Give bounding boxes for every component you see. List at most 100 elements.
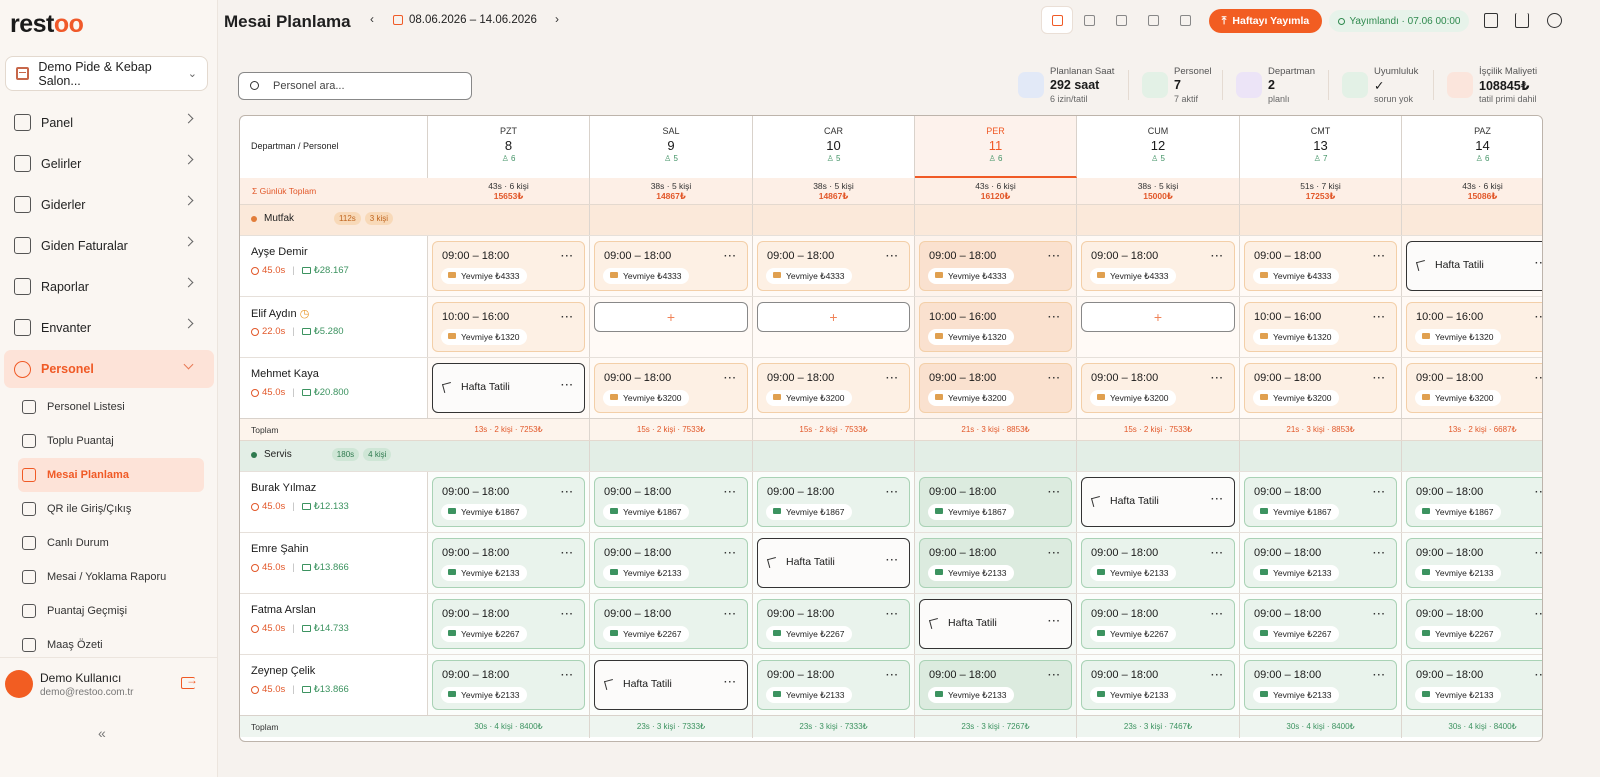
department-row-mutfak[interactable]: Mutfak 112s 3 kişi [240, 204, 1542, 236]
list-view-button[interactable] [1073, 6, 1105, 34]
share-icon[interactable] [1515, 13, 1529, 28]
company-selector[interactable]: Demo Pide & Kebap Salon... ⌄ [5, 56, 208, 91]
more-options-icon[interactable]: ··· [1048, 548, 1061, 559]
more-options-icon[interactable]: ··· [561, 312, 574, 323]
shift-card[interactable]: 09:00 – 18:00 Yevmiye ₺2133 ··· [919, 538, 1072, 588]
shift-card[interactable]: 09:00 – 18:00 Yevmiye ₺4333 ··· [1081, 241, 1235, 291]
add-shift-button[interactable]: + [757, 302, 910, 332]
day-off-card[interactable]: Hafta Tatili ··· [919, 599, 1072, 649]
more-options-icon[interactable]: ··· [1373, 312, 1386, 323]
add-shift-button[interactable]: + [1081, 302, 1235, 332]
more-options-icon[interactable]: ··· [1211, 494, 1224, 505]
subnav-item[interactable]: QR ile Giriş/Çıkış [0, 492, 218, 526]
subnav-item[interactable]: Puantaj Geçmişi [0, 594, 218, 628]
shift-card[interactable]: 09:00 – 18:00 Yevmiye ₺2133 ··· [919, 660, 1072, 710]
nav-item-gelirler[interactable]: Gelirler [0, 143, 218, 184]
more-options-icon[interactable]: ··· [1373, 548, 1386, 559]
history-view-button[interactable] [1169, 6, 1201, 34]
date-range[interactable]: 08.06.2026 – 14.06.2026 [393, 14, 537, 26]
shift-card[interactable]: 09:00 – 18:00 Yevmiye ₺2267 ··· [1406, 599, 1542, 649]
subnav-item[interactable]: Mesai / Yoklama Raporu [0, 560, 218, 594]
subnav-item[interactable]: Maaş Özeti [0, 628, 218, 662]
restoo-logo[interactable]: restoo [10, 10, 84, 39]
more-options-icon[interactable]: ··· [724, 609, 737, 620]
more-options-icon[interactable]: ··· [1211, 548, 1224, 559]
more-options-icon[interactable]: ··· [886, 373, 899, 384]
shift-card[interactable]: 09:00 – 18:00 Yevmiye ₺2133 ··· [1244, 538, 1397, 588]
day-header-paz[interactable]: PAZ 14 ♙ 6 [1402, 116, 1542, 178]
shift-card[interactable]: 10:00 – 16:00 Yevmiye ₺1320 ··· [432, 302, 585, 352]
day-header-pzt[interactable]: PZT 8 ♙ 6 [428, 116, 590, 178]
more-options-icon[interactable]: ··· [1535, 670, 1542, 681]
shift-card[interactable]: 09:00 – 18:00 Yevmiye ₺3200 ··· [757, 363, 910, 413]
shift-card[interactable]: 09:00 – 18:00 Yevmiye ₺3200 ··· [1406, 363, 1542, 413]
more-options-icon[interactable]: ··· [1535, 487, 1542, 498]
more-options-icon[interactable]: ··· [1373, 609, 1386, 620]
more-options-icon[interactable]: ··· [724, 251, 737, 262]
day-header-sal[interactable]: SAL 9 ♙ 5 [590, 116, 753, 178]
shift-card[interactable]: 09:00 – 18:00 Yevmiye ₺1867 ··· [919, 477, 1072, 527]
shift-card[interactable]: 09:00 – 18:00 Yevmiye ₺2267 ··· [757, 599, 910, 649]
shift-card[interactable]: 09:00 – 18:00 Yevmiye ₺1867 ··· [432, 477, 585, 527]
shift-card[interactable]: 09:00 – 18:00 Yevmiye ₺2133 ··· [757, 660, 910, 710]
shift-card[interactable]: 09:00 – 18:00 Yevmiye ₺2133 ··· [1406, 660, 1542, 710]
subnav-item[interactable]: Personel Listesi [0, 390, 218, 424]
more-options-icon[interactable]: ··· [1535, 258, 1542, 269]
shift-card[interactable]: 09:00 – 18:00 Yevmiye ₺2133 ··· [432, 660, 585, 710]
day-header-per[interactable]: PER 11 ♙ 6 [915, 116, 1077, 178]
staff-info-cell[interactable]: Fatma Arslan 45.0s | ₺14.733 [240, 594, 428, 655]
more-options-icon[interactable]: ··· [1048, 373, 1061, 384]
shift-card[interactable]: 09:00 – 18:00 Yevmiye ₺2133 ··· [1244, 660, 1397, 710]
more-options-icon[interactable]: ··· [1373, 251, 1386, 262]
shift-card[interactable]: 09:00 – 18:00 Yevmiye ₺1867 ··· [1244, 477, 1397, 527]
staff-info-cell[interactable]: Mehmet Kaya 45.0s | ₺20.800 [240, 358, 428, 419]
more-options-icon[interactable]: ··· [1211, 670, 1224, 681]
day-off-card[interactable]: Hafta Tatili ··· [594, 660, 748, 710]
more-options-icon[interactable]: ··· [1535, 312, 1542, 323]
nav-item-giderler[interactable]: Giderler [0, 184, 218, 225]
more-options-icon[interactable]: ··· [1211, 609, 1224, 620]
nav-item-giden-faturalar[interactable]: Giden Faturalar [0, 225, 218, 266]
subnav-item[interactable]: Toplu Puantaj [0, 424, 218, 458]
more-options-icon[interactable]: ··· [724, 548, 737, 559]
department-row-servis[interactable]: Servis 180s 4 kişi [240, 440, 1542, 472]
shift-card[interactable]: 09:00 – 18:00 Yevmiye ₺4333 ··· [432, 241, 585, 291]
more-options-icon[interactable]: ··· [886, 487, 899, 498]
more-options-icon[interactable]: ··· [886, 555, 899, 566]
more-options-icon[interactable]: ··· [561, 548, 574, 559]
more-options-icon[interactable]: ··· [724, 373, 737, 384]
more-options-icon[interactable]: ··· [1211, 373, 1224, 384]
more-options-icon[interactable]: ··· [561, 609, 574, 620]
subnav-item[interactable]: Canlı Durum [0, 526, 218, 560]
shift-card[interactable]: 09:00 – 18:00 Yevmiye ₺2133 ··· [1406, 538, 1542, 588]
nav-item-personel[interactable]: Personel [4, 350, 214, 388]
shift-card[interactable]: 10:00 – 16:00 Yevmiye ₺1320 ··· [1406, 302, 1542, 352]
collapse-sidebar-icon[interactable]: « [98, 725, 106, 741]
more-options-icon[interactable]: ··· [1048, 616, 1061, 627]
shift-card[interactable]: 09:00 – 18:00 Yevmiye ₺2133 ··· [1081, 538, 1235, 588]
more-options-icon[interactable]: ··· [561, 487, 574, 498]
avatar[interactable] [5, 670, 33, 698]
more-options-icon[interactable]: ··· [1048, 312, 1061, 323]
staff-info-cell[interactable]: Elif Aydın ◷ 22.0s | ₺5.280 [240, 297, 428, 358]
logout-icon[interactable] [181, 673, 198, 689]
shift-card[interactable]: 09:00 – 18:00 Yevmiye ₺3200 ··· [594, 363, 748, 413]
day-off-card[interactable]: Hafta Tatili ··· [1406, 241, 1542, 291]
shift-card[interactable]: 09:00 – 18:00 Yevmiye ₺1867 ··· [757, 477, 910, 527]
more-options-icon[interactable]: ··· [1211, 251, 1224, 262]
subnav-item[interactable]: Mesai Planlama [18, 458, 204, 492]
shift-card[interactable]: 09:00 – 18:00 Yevmiye ₺2133 ··· [432, 538, 585, 588]
more-options-icon[interactable]: ··· [1535, 373, 1542, 384]
staff-info-cell[interactable]: Emre Şahin 45.0s | ₺13.866 [240, 533, 428, 594]
shift-card[interactable]: 09:00 – 18:00 Yevmiye ₺4333 ··· [594, 241, 748, 291]
more-options-icon[interactable]: ··· [886, 670, 899, 681]
shift-card[interactable]: 10:00 – 16:00 Yevmiye ₺1320 ··· [919, 302, 1072, 352]
shift-card[interactable]: 09:00 – 18:00 Yevmiye ₺4333 ··· [1244, 241, 1397, 291]
shift-card[interactable]: 10:00 – 16:00 Yevmiye ₺1320 ··· [1244, 302, 1397, 352]
more-options-icon[interactable]: ··· [1048, 487, 1061, 498]
settings-icon[interactable] [1547, 13, 1562, 28]
nav-item-panel[interactable]: Panel [0, 102, 218, 143]
more-options-icon[interactable]: ··· [886, 609, 899, 620]
nav-item-raporlar[interactable]: Raporlar [0, 266, 218, 307]
shift-card[interactable]: 09:00 – 18:00 Yevmiye ₺1867 ··· [594, 477, 748, 527]
